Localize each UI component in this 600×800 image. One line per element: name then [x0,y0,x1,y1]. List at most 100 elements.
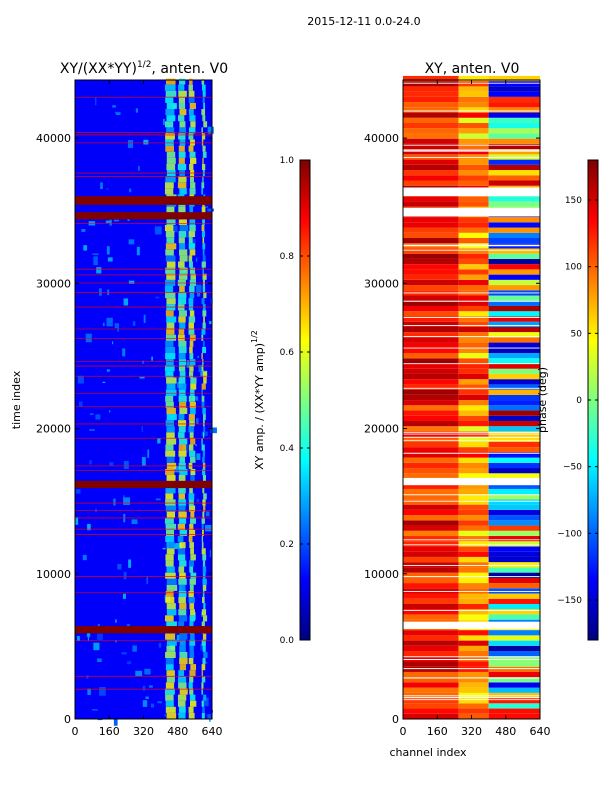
amplitude-band-cell [202,218,205,225]
phase-stripe-left [403,96,459,103]
phase-stripe-right [488,441,540,448]
amplitude-band-cell [202,450,206,457]
left-colorbar-label: XY amp. / (XX*YY amp)1/2 [250,330,266,470]
amplitude-band-cell [165,505,177,512]
amplitude-band-cell [189,151,196,158]
amplitude-band-cell [179,243,186,250]
phase-stripe-mid [458,269,489,275]
phase-stripe-mid [458,253,489,259]
amplitude-band-cell [179,572,186,579]
noise-patch [96,633,103,640]
noise-patch [144,668,151,675]
phase-stripe-right [488,666,540,672]
phase-stripe-left [403,300,459,306]
noise-patch [207,126,214,134]
amplitude-band-cell [201,182,205,189]
phase-stripe-right [488,96,540,103]
amplitude-band-cell [202,597,205,604]
amplitude-band-cell [189,218,196,225]
phase-stripe-left [403,483,459,489]
amplitude-band-cell [189,651,195,659]
phase-stripe-mid [458,536,489,542]
phase-stripe-mid [458,227,489,233]
phase-stripe-mid [458,713,489,719]
phase-stripe-mid [458,651,489,657]
noise-patch [155,296,160,299]
left-colorbar-label-superscript: 1/2 [250,330,259,343]
phase-stripe-left [403,305,459,312]
phase-stripe-left [403,593,459,599]
phase-stripe-mid [458,300,489,306]
amplitude-band-cell [189,78,193,85]
phase-stripe-left [403,164,459,171]
phase-stripe-left [403,457,459,463]
noise-patch [105,220,111,224]
amplitude-band-cell [179,255,188,262]
noise-patch [99,687,106,696]
phase-stripe-mid [458,353,489,359]
y-tick-label: 40000 [364,132,399,145]
x-tick-label: 0 [72,725,79,738]
amplitude-band-cell [166,676,175,683]
amplitude-band-cell [179,109,187,116]
amplitude-band-cell [165,493,174,500]
phase-stripe-right [488,603,540,610]
amplitude-band-cell [201,536,204,543]
flagged-band [75,480,212,489]
phase-stripe-mid [458,645,489,652]
amplitude-band-cell [179,285,185,293]
amplitude-band-cell [165,78,176,85]
y-tick-label: 0 [392,713,399,726]
noise-patch [112,105,116,108]
phase-stripe-right [488,133,540,139]
phase-stripe-left [403,342,459,348]
amplitude-band-cell [188,84,193,91]
phase-stripe-right [488,577,540,584]
phase-stripe-left [403,379,459,385]
phase-stripe-right [488,358,540,364]
amplitude-band-cell [203,102,206,110]
phase-stripe-left [403,504,459,510]
amplitude-band-cell [188,231,196,238]
phase-stripe-right [488,671,540,678]
amplitude-band-cell [179,468,188,476]
amplitude-band-cell [177,523,186,530]
phase-stripe-left [403,698,459,704]
right-xlabel: channel index [389,746,467,759]
phase-stripe-left [403,81,459,87]
noise-patch [122,348,126,357]
noise-patch [196,498,200,502]
amplitude-band-cell [177,700,186,707]
amplitude-band-cell [178,383,187,390]
amplitude-band-cell [201,401,205,408]
phase-stripe-mid [458,384,489,390]
amplitude-band-cell [165,615,174,622]
amplitude-band-cell [178,145,185,152]
amplitude-band-cell [166,432,175,439]
noise-patch [121,652,127,655]
amplitude-band-cell [165,395,174,402]
amplitude-band-cell [203,121,208,128]
noise-patch [78,401,83,407]
phase-stripe-left [403,285,459,291]
amplitude-band-cell [202,645,206,652]
noise-patch [95,414,101,420]
noise-patch [142,700,148,707]
noise-patch [202,697,209,707]
amplitude-band-cell [166,609,177,616]
amplitude-band-cell [203,505,206,512]
amplitude-band-cell [189,249,196,256]
phase-stripe-mid [458,515,489,521]
amplitude-band-cell [178,316,186,323]
phase-stripe-right [488,196,540,202]
amplitude-band-cell [178,499,187,506]
amplitude-band-cell [190,554,196,561]
phase-stripe-right [488,546,540,552]
noise-patch [132,321,136,326]
phase-stripe-right [488,107,540,113]
noise-patch [164,714,166,717]
amplitude-band-cell [189,456,196,463]
amplitude-band-cell [202,407,206,415]
amplitude-band-cell [202,310,207,317]
amplitude-band-cell [202,267,204,274]
